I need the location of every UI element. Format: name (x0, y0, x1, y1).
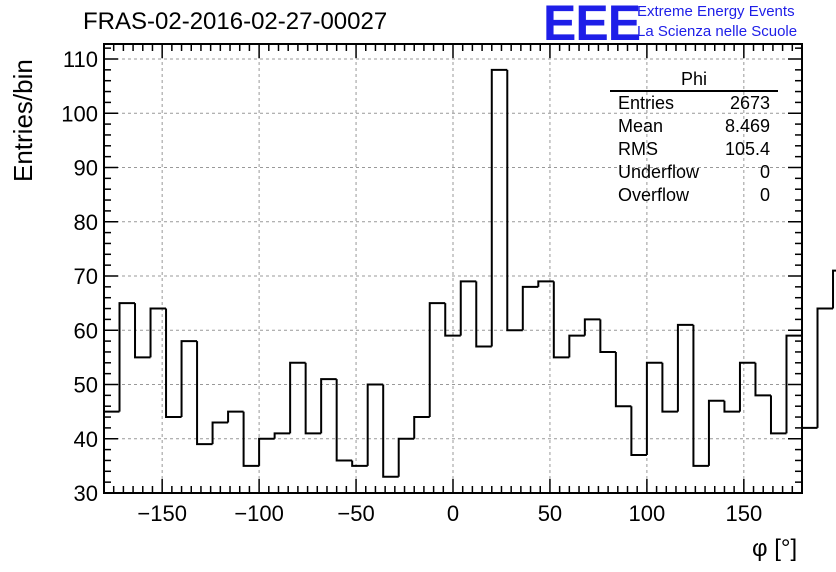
histogram-bin (382, 384, 399, 478)
histogram-bin (258, 437, 275, 466)
histogram-bin (118, 302, 136, 412)
histogram-bin (738, 361, 756, 412)
x-tick-label: −150 (137, 501, 187, 526)
histogram-bin (692, 324, 709, 467)
stats-value: 2673 (729, 93, 770, 113)
stats-box-title: Phi (610, 68, 778, 92)
stats-label: Mean (618, 116, 664, 136)
histogram-bin (599, 319, 616, 353)
y-tick-label: 40 (74, 427, 98, 452)
stats-row-mean: Mean 8.469 (610, 115, 778, 138)
histogram-bin (304, 362, 322, 435)
y-tick-label: 100 (61, 101, 98, 126)
eee-logo: EEE (543, 0, 641, 51)
stats-label: Overflow (618, 185, 690, 205)
stats-row-rms: RMS 105.4 (610, 138, 778, 161)
histogram-bin (180, 340, 198, 418)
x-tick-label: 50 (538, 501, 562, 526)
histogram-bin (351, 460, 368, 467)
histogram-bin (816, 307, 834, 428)
histogram-bin (196, 341, 213, 446)
x-tick-label: 0 (447, 501, 459, 526)
stats-label: Underflow (618, 162, 700, 182)
histogram-bin (289, 361, 306, 434)
histogram-bin (707, 399, 725, 466)
histogram-bin (149, 307, 167, 358)
histogram-bin (475, 281, 492, 348)
stats-label: Entries (618, 93, 675, 113)
histogram-bin (134, 303, 151, 359)
x-tick-label: 100 (629, 501, 666, 526)
histogram-bin (645, 361, 663, 456)
histogram-bin (769, 395, 787, 435)
histogram-bin (211, 421, 229, 445)
y-tick-label: 50 (74, 373, 98, 398)
histogram-bin (366, 383, 384, 466)
histogram-bin (413, 416, 430, 439)
histogram-bin (428, 302, 446, 418)
histogram-bin (583, 318, 601, 336)
histogram-bin (490, 68, 508, 347)
stats-label: RMS (618, 139, 658, 159)
stats-value: 0 (759, 185, 770, 205)
histogram-bin (335, 379, 353, 462)
histogram-bin (552, 281, 570, 359)
stats-row-overflow: Overflow 0 (610, 184, 778, 207)
histogram-bin (444, 303, 461, 337)
logo-subtitle-1: Extreme Energy Events (637, 3, 795, 20)
stats-row-underflow: Underflow 0 (610, 161, 778, 184)
y-tick-label: 90 (74, 156, 98, 181)
histogram-bin (459, 280, 477, 336)
histogram-bin (506, 69, 523, 332)
histogram-bin (521, 285, 539, 331)
y-tick-label: 110 (63, 47, 98, 72)
stats-row-entries: Entries 2673 (610, 92, 778, 115)
y-tick-label: 80 (74, 210, 98, 235)
stats-value: 105.4 (724, 139, 770, 159)
histogram-bin (165, 308, 182, 419)
stats-value: 8.469 (724, 116, 770, 136)
histogram-bin (614, 351, 632, 408)
x-tick-label: −50 (337, 501, 374, 526)
histogram-bin (801, 335, 818, 429)
logo-subtitle-2: La Scienza nelle Scuole (637, 23, 798, 40)
histogram-bin (537, 280, 554, 287)
histogram-bin (785, 334, 802, 434)
histogram-bin (227, 410, 244, 423)
x-tick-label: 150 (725, 501, 762, 526)
x-axis-label: φ [°] (752, 535, 798, 562)
histogram-bin (832, 269, 836, 309)
y-tick-label: 60 (74, 318, 98, 343)
histogram-bin (242, 411, 260, 467)
histogram-bin (320, 378, 337, 434)
stats-box: Phi Entries 2673 Mean 8.469 RMS 105.4 Un… (610, 68, 778, 207)
x-tick-label: −100 (234, 501, 284, 526)
histogram-bin (754, 362, 771, 397)
y-tick-label: 30 (74, 481, 98, 506)
y-tick-label: 70 (74, 264, 98, 289)
stats-value: 0 (759, 162, 770, 182)
chart-title: FRAS-02-2016-02-27-00027 (83, 8, 388, 35)
histogram-bin (661, 362, 678, 413)
histogram-bin (630, 406, 647, 457)
histogram-bin (397, 437, 415, 477)
y-axis-label: Entries/bin (8, 59, 38, 182)
histogram-bin (273, 432, 291, 439)
histogram-bin (568, 334, 585, 358)
histogram-bin (676, 323, 694, 412)
histogram-bin (723, 400, 740, 413)
